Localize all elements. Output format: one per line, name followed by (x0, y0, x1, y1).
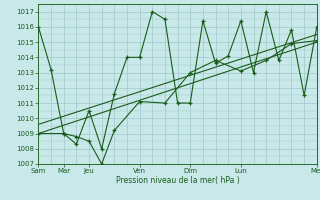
X-axis label: Pression niveau de la mer( hPa ): Pression niveau de la mer( hPa ) (116, 176, 239, 185)
